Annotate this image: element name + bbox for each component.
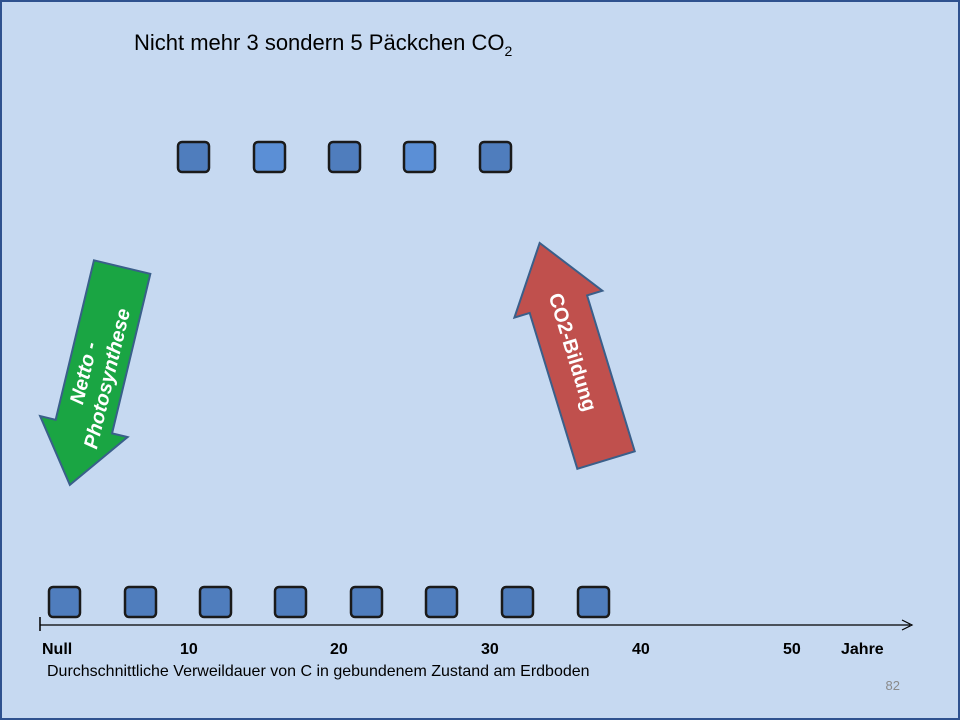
axis-arrowhead <box>901 619 914 631</box>
axis-label: Null <box>42 641 72 658</box>
packet <box>252 140 287 174</box>
axis-label: 50 <box>783 641 801 658</box>
packet <box>349 585 384 619</box>
packet <box>478 140 513 174</box>
title-subscript: 2 <box>505 43 513 59</box>
packet <box>176 140 211 174</box>
packet <box>273 585 308 619</box>
packet <box>198 585 233 619</box>
bottom-packets <box>47 585 611 619</box>
packet <box>576 585 611 619</box>
axis-label: 20 <box>330 641 348 658</box>
packet <box>500 585 535 619</box>
top-packets <box>176 140 513 174</box>
title-text: Nicht mehr 3 sondern 5 Päckchen CO <box>134 30 505 55</box>
page-number: 82 <box>886 678 900 693</box>
axis-label: 40 <box>632 641 650 658</box>
packet <box>424 585 459 619</box>
packet <box>47 585 82 619</box>
arrow-shape <box>512 241 636 471</box>
title: Nicht mehr 3 sondern 5 Päckchen CO2 <box>134 30 513 59</box>
axis-caption: Durchschnittliche Verweildauer von C in … <box>47 663 590 680</box>
arrow-shape <box>38 259 152 487</box>
axis-label: Jahre <box>841 641 884 658</box>
photosynthesis-arrow: Netto - Photosynthese <box>38 259 152 487</box>
axis-label: 30 <box>481 641 499 658</box>
axis-label: 10 <box>180 641 198 658</box>
packet <box>123 585 158 619</box>
packet <box>327 140 362 174</box>
packet <box>402 140 437 174</box>
